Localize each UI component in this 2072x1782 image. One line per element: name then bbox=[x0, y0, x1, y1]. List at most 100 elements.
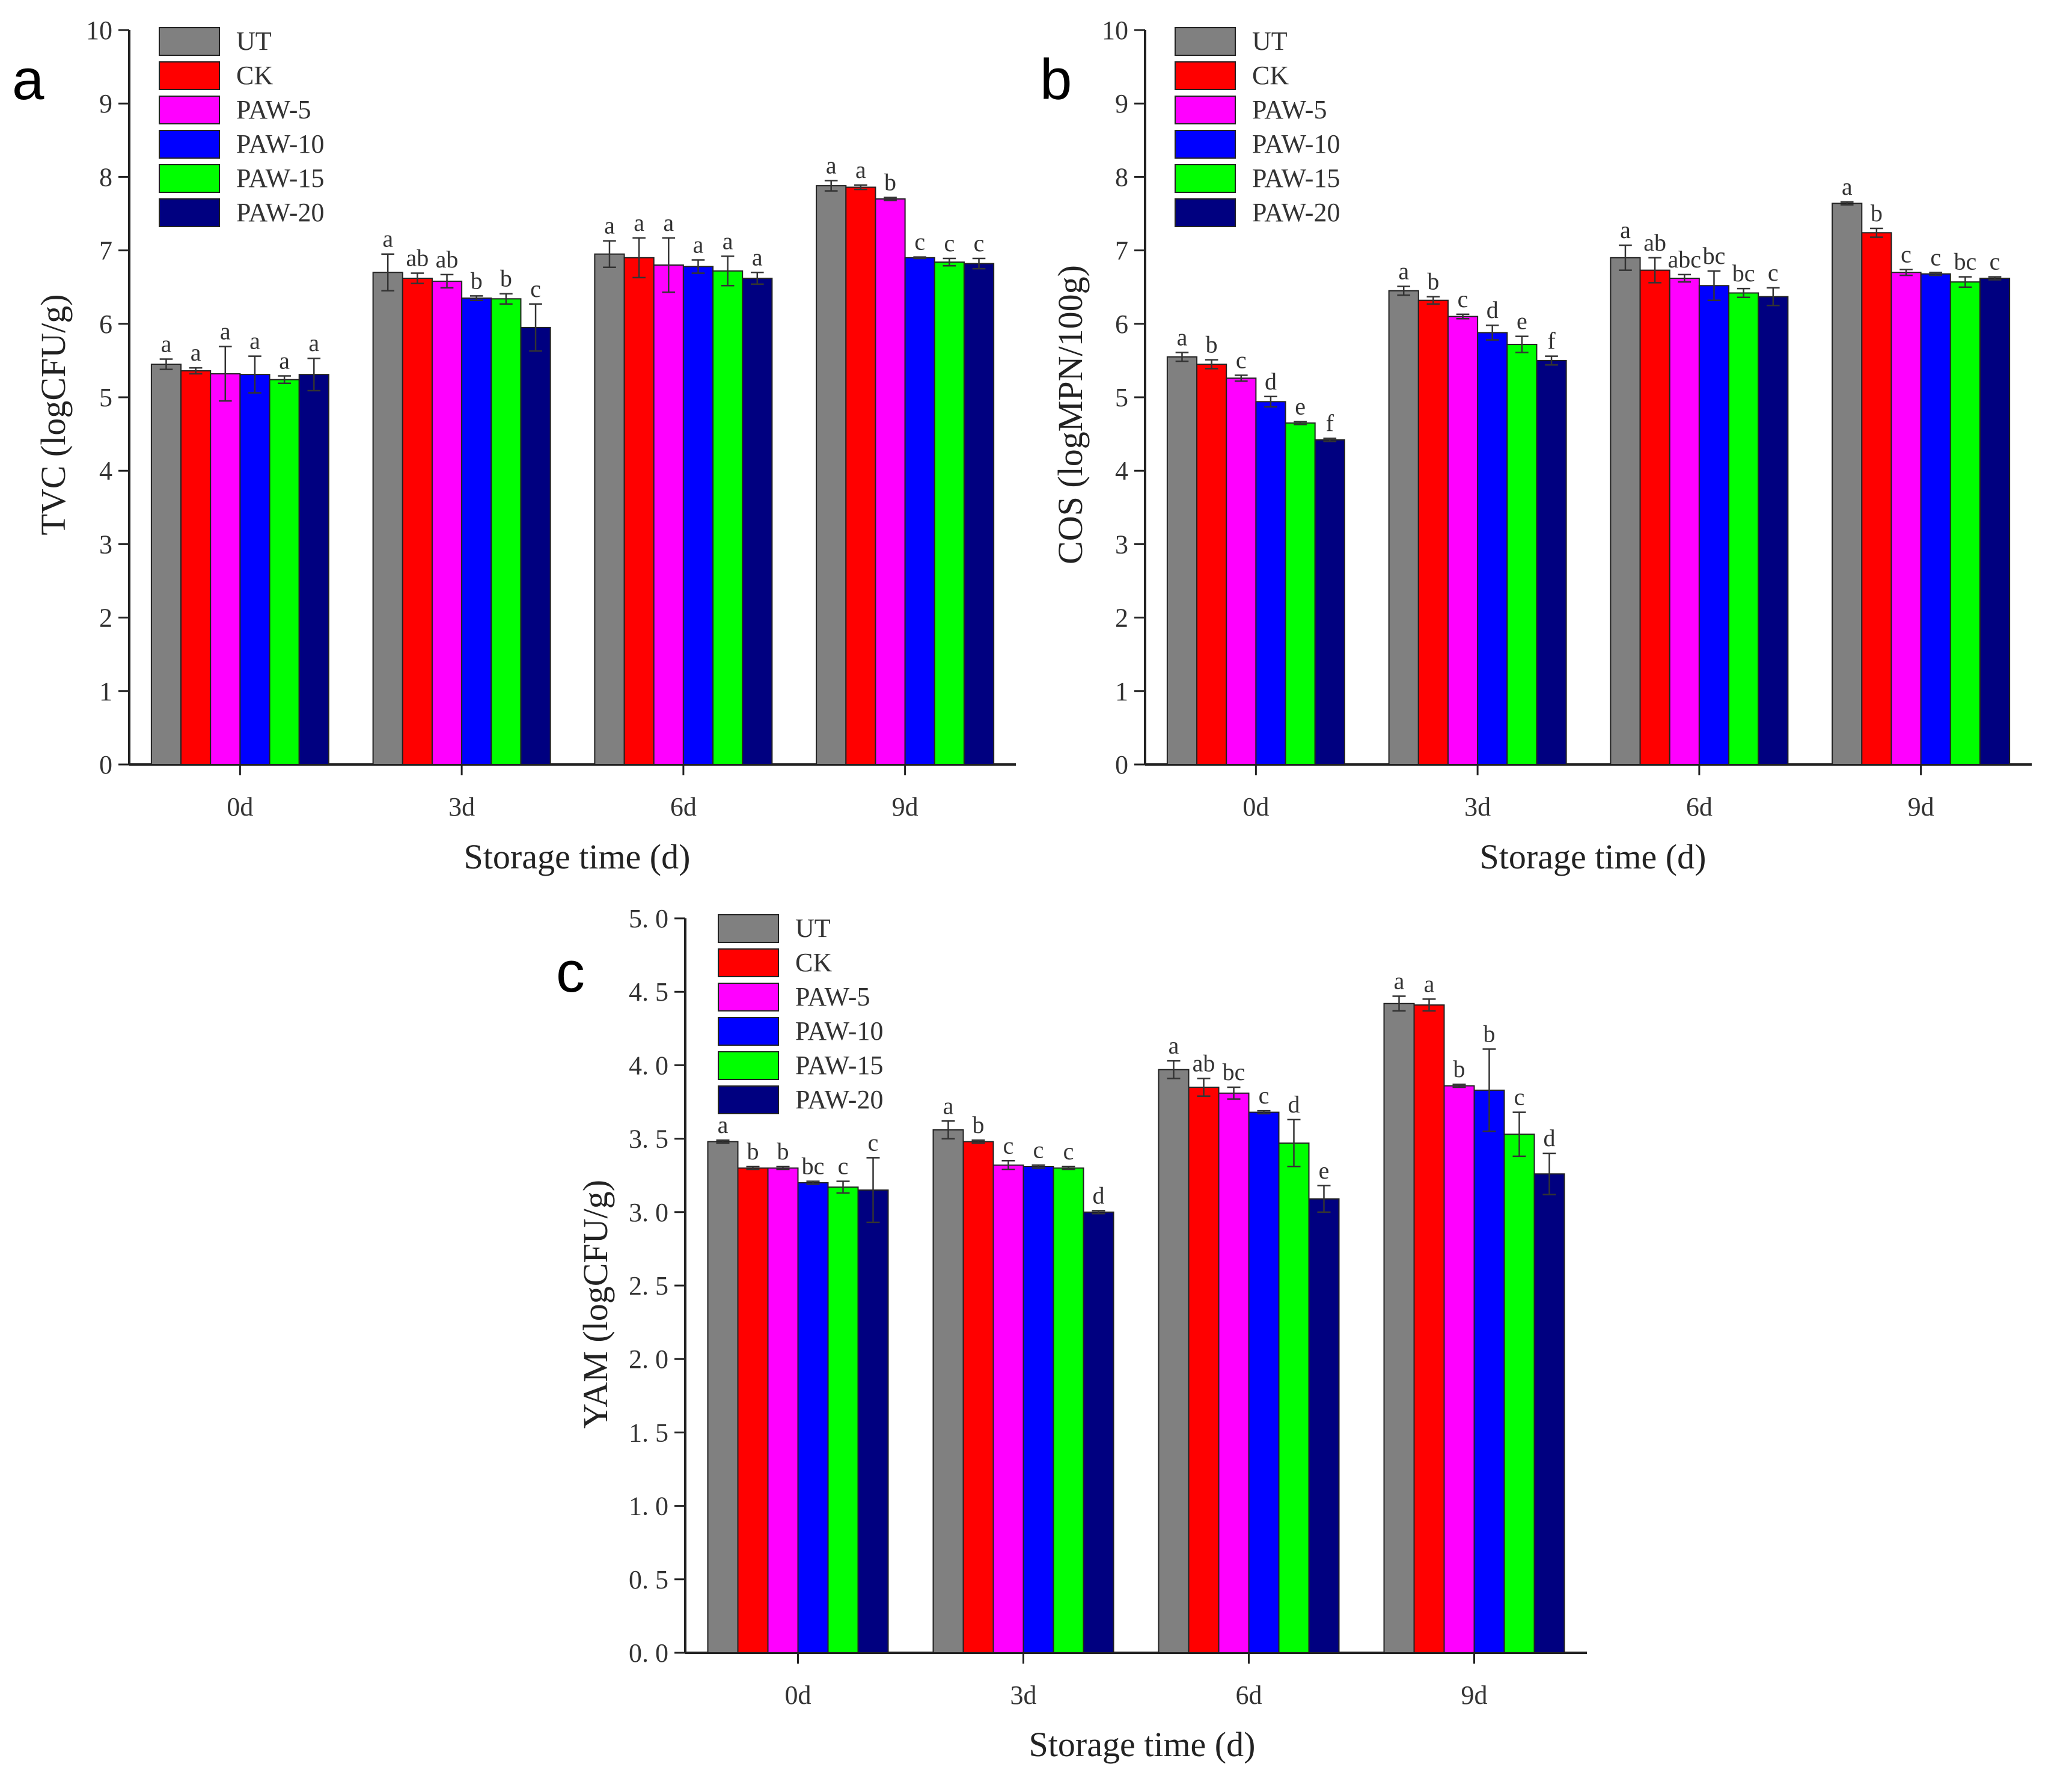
legend-swatch bbox=[718, 1017, 779, 1046]
legend-swatch bbox=[718, 948, 779, 977]
y-tick-label: 1. 5 bbox=[629, 1418, 668, 1447]
significance-letter: ab bbox=[1643, 229, 1666, 256]
significance-letter: bc bbox=[1732, 260, 1755, 287]
significance-letter: e bbox=[1517, 308, 1527, 335]
y-tick-label: 0. 0 bbox=[629, 1638, 668, 1668]
significance-letter: d bbox=[1288, 1091, 1300, 1118]
y-tick-label: 4 bbox=[99, 456, 112, 486]
significance-letter: b bbox=[777, 1138, 789, 1165]
significance-letter: a bbox=[308, 329, 319, 356]
significance-letter: b bbox=[500, 265, 512, 292]
significance-letter: a bbox=[161, 330, 172, 357]
legend-swatch bbox=[1175, 164, 1236, 193]
legend-swatch bbox=[159, 164, 220, 193]
y-tick-label: 10 bbox=[1102, 16, 1128, 45]
y-tick-label: 2. 0 bbox=[629, 1344, 668, 1374]
y-tick-label: 2. 5 bbox=[629, 1271, 668, 1301]
significance-letter: a bbox=[1177, 323, 1188, 350]
y-tick-label: 8 bbox=[99, 162, 112, 192]
bar bbox=[1226, 377, 1257, 765]
significance-letter: c bbox=[914, 228, 925, 255]
x-tick-label: 0d bbox=[1242, 792, 1269, 822]
y-tick-label: 3. 0 bbox=[629, 1198, 668, 1227]
panel-b-label: b bbox=[1040, 47, 1072, 112]
y-tick-label: 4. 0 bbox=[629, 1051, 668, 1080]
significance-letter: a bbox=[1620, 216, 1631, 243]
significance-letter: c bbox=[1768, 259, 1779, 286]
bar bbox=[150, 364, 182, 765]
significance-letter: a bbox=[634, 209, 644, 236]
bar bbox=[1413, 1004, 1445, 1653]
x-tick-label: 0d bbox=[785, 1680, 811, 1710]
significance-letter: abc bbox=[1668, 246, 1702, 273]
significance-letter: c bbox=[1063, 1138, 1074, 1165]
significance-letter: a bbox=[191, 339, 201, 366]
significance-letter: c bbox=[944, 230, 955, 257]
legend-label: PAW-20 bbox=[236, 198, 324, 227]
legend-label: PAW-20 bbox=[795, 1085, 883, 1114]
y-tick-label: 9 bbox=[99, 89, 112, 118]
bar bbox=[1698, 285, 1730, 766]
significance-letter: f bbox=[1547, 328, 1556, 355]
legend-label: CK bbox=[1252, 61, 1289, 90]
legend-label: UT bbox=[236, 26, 272, 56]
legend-label: PAW-15 bbox=[795, 1051, 883, 1080]
significance-letter: c bbox=[1930, 243, 1941, 270]
bar bbox=[992, 1164, 1024, 1654]
bar bbox=[1669, 278, 1700, 765]
y-tick-label: 5 bbox=[99, 383, 112, 412]
significance-letter: c bbox=[1458, 285, 1468, 313]
legend-label: PAW-10 bbox=[236, 129, 324, 159]
legend-swatch bbox=[718, 983, 779, 1012]
y-tick-label: 3. 5 bbox=[629, 1124, 668, 1154]
bar bbox=[1218, 1092, 1250, 1654]
y-tick-label: 1 bbox=[99, 677, 112, 706]
bar bbox=[298, 374, 329, 765]
bar bbox=[816, 185, 847, 765]
legend-label: PAW-5 bbox=[795, 982, 870, 1012]
bar bbox=[1536, 359, 1567, 765]
bar bbox=[1503, 1134, 1535, 1653]
bar bbox=[1861, 232, 1892, 766]
bar bbox=[1447, 316, 1479, 765]
bar bbox=[1314, 439, 1345, 765]
bar bbox=[1728, 292, 1759, 765]
bar bbox=[742, 278, 773, 765]
legend-swatch bbox=[718, 914, 779, 943]
significance-letter: b bbox=[1453, 1055, 1465, 1082]
significance-letter: a bbox=[249, 328, 260, 355]
significance-letter: b bbox=[471, 267, 483, 294]
significance-letter: d bbox=[1487, 296, 1499, 323]
significance-letter: ab bbox=[1193, 1049, 1215, 1076]
bar bbox=[857, 1189, 889, 1653]
legend-label: CK bbox=[236, 61, 273, 90]
bar bbox=[1308, 1198, 1340, 1653]
bar bbox=[269, 379, 300, 765]
bar bbox=[767, 1167, 799, 1653]
bar bbox=[1166, 356, 1198, 765]
bar bbox=[1920, 273, 1951, 766]
y-tick-label: 9 bbox=[1115, 89, 1128, 118]
significance-letter: c bbox=[868, 1129, 879, 1156]
panel-c-label: c bbox=[556, 940, 585, 1004]
significance-letter: b bbox=[973, 1111, 985, 1138]
x-tick-label: 9d bbox=[1461, 1680, 1488, 1710]
y-tick-label: 3 bbox=[99, 529, 112, 559]
x-tick-label: 9d bbox=[1908, 792, 1934, 822]
x-tick-label: 6d bbox=[1686, 792, 1713, 822]
bar bbox=[707, 1141, 739, 1654]
significance-letter: a bbox=[718, 1111, 729, 1138]
significance-letter: c bbox=[1990, 248, 2000, 275]
bar bbox=[490, 298, 522, 765]
bar bbox=[932, 1129, 964, 1654]
panel-c-legend: UT CK PAW-5 PAW-10 PAW-15 PAW-20 bbox=[718, 914, 883, 1114]
significance-letter: bc bbox=[1703, 242, 1726, 269]
panel-a-legend: UT CK PAW-5 PAW-10 PAW-15 PAW-20 bbox=[159, 26, 324, 227]
y-tick-label: 4 bbox=[1115, 456, 1128, 486]
panel-a-x-axis-title: Storage time (d) bbox=[464, 837, 691, 876]
legend-label: CK bbox=[795, 948, 832, 977]
x-tick-label: 3d bbox=[1464, 792, 1491, 822]
